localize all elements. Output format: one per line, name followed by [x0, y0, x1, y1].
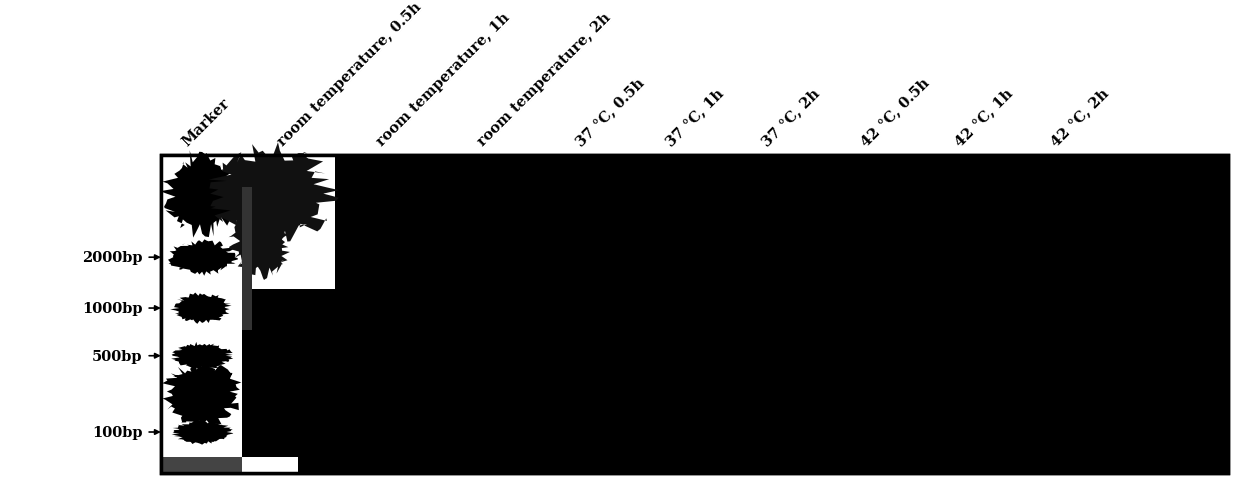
- Polygon shape: [162, 363, 242, 428]
- Bar: [161, 156, 1228, 473]
- Bar: [161, 156, 242, 473]
- Text: room temperature, 2h: room temperature, 2h: [475, 11, 614, 149]
- Text: 500bp: 500bp: [92, 349, 143, 363]
- Polygon shape: [160, 151, 243, 238]
- Text: Marker: Marker: [180, 96, 233, 149]
- Bar: [242, 458, 298, 473]
- Polygon shape: [169, 240, 238, 276]
- Text: 37 °C, 2h: 37 °C, 2h: [759, 86, 822, 149]
- Bar: [161, 156, 1228, 473]
- Text: 100bp: 100bp: [92, 425, 143, 439]
- Text: 42 °C, 0.5h: 42 °C, 0.5h: [858, 75, 931, 149]
- Polygon shape: [208, 143, 339, 245]
- Polygon shape: [171, 342, 233, 370]
- Text: 42 °C, 1h: 42 °C, 1h: [952, 86, 1016, 149]
- Bar: [242, 188, 252, 331]
- Text: 37 °C, 0.5h: 37 °C, 0.5h: [573, 76, 646, 149]
- Text: room temperature, 1h: room temperature, 1h: [374, 11, 513, 149]
- Polygon shape: [228, 212, 290, 281]
- Bar: [161, 458, 242, 473]
- Text: room temperature, 0.5h: room temperature, 0.5h: [275, 0, 424, 149]
- Text: 37 °C, 1h: 37 °C, 1h: [663, 86, 727, 149]
- Polygon shape: [171, 420, 233, 445]
- Text: 1000bp: 1000bp: [82, 302, 143, 315]
- Bar: [242, 156, 335, 289]
- Polygon shape: [170, 293, 232, 324]
- Text: 2000bp: 2000bp: [82, 251, 143, 264]
- Text: 42 °C, 2h: 42 °C, 2h: [1048, 86, 1111, 149]
